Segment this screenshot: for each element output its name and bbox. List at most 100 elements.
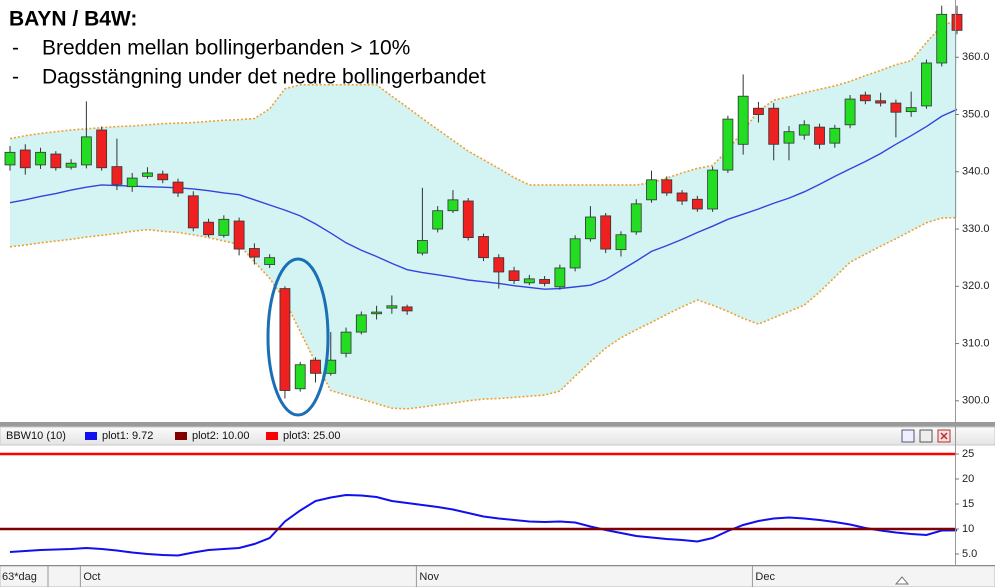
candle-body	[600, 215, 612, 250]
window-buttons[interactable]	[901, 429, 951, 443]
candle-body	[432, 210, 444, 230]
legend-label: plot1: 9.72	[102, 430, 153, 442]
candle-body	[508, 270, 520, 281]
candle-body	[172, 181, 184, 194]
band-line	[9, 108, 958, 290]
band-line	[9, 216, 958, 410]
band-line	[9, 19, 958, 186]
y-tick-label: 310.0	[962, 337, 990, 349]
candle-body	[890, 102, 902, 113]
band-fill	[10, 20, 957, 409]
y-tick-label: 320.0	[962, 280, 990, 292]
note: Dagsstängning under det nedre bollingerb…	[42, 66, 486, 89]
y-tick-label: 330.0	[962, 223, 990, 235]
indicator-panel	[0, 452, 958, 557]
candle-body	[248, 248, 260, 258]
y-tick-label: 300.0	[962, 395, 990, 407]
candle-body	[447, 199, 459, 212]
legend-label: plot2: 10.00	[192, 430, 250, 442]
candle-body	[142, 172, 153, 177]
candle-body	[340, 331, 352, 354]
candle-body	[646, 179, 657, 201]
title: BAYN / B4W:	[9, 8, 137, 31]
candle-body	[707, 169, 719, 210]
candle-body	[203, 221, 214, 236]
time-axis	[0, 565, 995, 587]
candle-body	[478, 236, 489, 259]
button[interactable]	[919, 429, 933, 443]
legend-swatch	[266, 432, 278, 440]
y-tick-label: 5.0	[962, 548, 977, 560]
candle-body	[798, 124, 810, 136]
legend-swatch	[175, 432, 187, 440]
button[interactable]	[901, 429, 915, 443]
candle-body	[493, 257, 505, 273]
candle-body	[676, 192, 688, 202]
candle-body	[462, 200, 474, 239]
candle-body	[768, 107, 780, 145]
y-tick-label: 20	[962, 473, 974, 485]
y-tick-label: 340.0	[962, 166, 990, 178]
candle-body	[187, 195, 199, 229]
note-bullet: -	[12, 37, 19, 60]
candle-body	[722, 118, 734, 171]
candle-body	[65, 162, 77, 168]
candle-body	[554, 267, 566, 288]
panel-splitter	[0, 422, 995, 427]
y-tick-label: 10	[962, 523, 974, 535]
x-tick-label: Nov	[419, 571, 439, 583]
candle-body	[615, 234, 627, 251]
indicator-line	[9, 493, 958, 557]
price-panel	[4, 5, 963, 417]
candle-body	[218, 218, 230, 236]
candle-body	[279, 288, 291, 391]
candle-body	[691, 198, 703, 210]
candle-body	[936, 13, 948, 64]
candle-body	[783, 131, 795, 144]
candle-body	[371, 311, 382, 315]
candle-body	[50, 153, 62, 169]
candle-body	[4, 151, 16, 166]
candle-body	[569, 238, 581, 269]
candle-body	[844, 98, 856, 126]
candle-body	[753, 107, 764, 115]
y-tick-label: 15	[962, 498, 974, 510]
candle-body	[355, 314, 367, 333]
scroll-marker[interactable]	[894, 576, 910, 585]
candle-body	[157, 173, 169, 181]
candle-body	[111, 166, 123, 185]
candle-body	[585, 216, 596, 240]
indicator-header	[0, 426, 995, 446]
candle-body	[386, 305, 398, 309]
y-tick-label: 350.0	[962, 108, 990, 120]
candle-body	[233, 220, 245, 250]
candle-body	[310, 359, 321, 374]
candle-body	[829, 127, 841, 144]
candle-body	[80, 136, 92, 166]
x-tick-label: Dec	[755, 571, 775, 583]
candle-body	[875, 100, 887, 104]
candle-body	[126, 177, 138, 188]
legend-label: plot3: 25.00	[283, 430, 341, 442]
candle-body	[630, 203, 642, 233]
candle-body	[859, 94, 871, 102]
close-icon	[940, 432, 948, 440]
candle-body	[661, 179, 673, 194]
candle-body	[294, 364, 306, 390]
candle-body	[96, 129, 108, 169]
candle-body	[264, 257, 276, 265]
candle-body	[417, 240, 428, 254]
candle-body	[905, 107, 917, 113]
candle-body	[19, 149, 31, 169]
note-bullet: -	[12, 66, 19, 89]
annotation: BAYN / B4W: - Bredden mellan bollingerba…	[9, 8, 486, 89]
candle-body	[35, 151, 46, 166]
note: Bredden mellan bollingerbanden > 10%	[42, 37, 410, 60]
candle-body	[737, 95, 749, 145]
candle-body	[523, 278, 535, 284]
y-tick-label: 25	[962, 448, 974, 460]
candle-body	[951, 13, 963, 31]
highlight	[266, 257, 330, 417]
candle-body	[401, 306, 413, 312]
